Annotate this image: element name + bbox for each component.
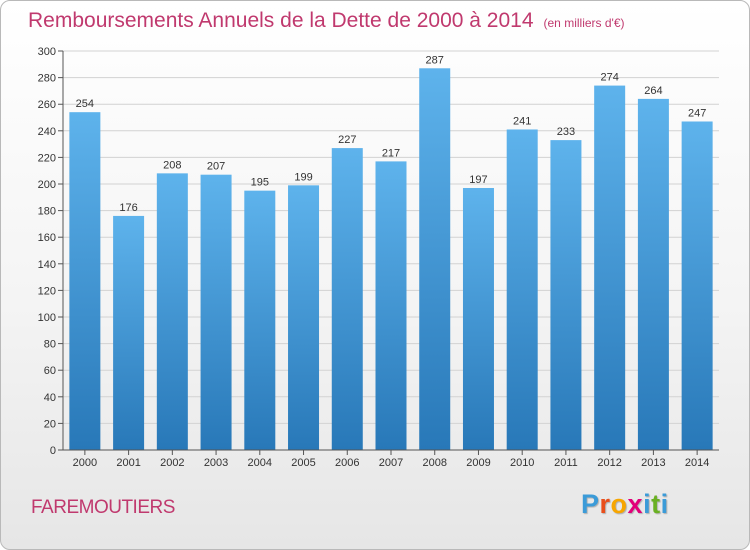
x-tick-label: 2009 bbox=[466, 457, 490, 469]
bar-value-label: 254 bbox=[76, 98, 94, 110]
x-tick-label: 2010 bbox=[510, 457, 534, 469]
bar-value-label: 233 bbox=[557, 126, 575, 138]
y-tick-label: 260 bbox=[38, 99, 56, 111]
y-tick-label: 120 bbox=[38, 285, 56, 297]
y-tick-label: 20 bbox=[44, 418, 56, 430]
bar bbox=[462, 187, 494, 451]
bar-value-label: 176 bbox=[119, 202, 137, 214]
bar bbox=[637, 98, 669, 450]
x-tick-label: 2001 bbox=[116, 457, 140, 469]
bar bbox=[594, 85, 626, 450]
x-tick-label: 2008 bbox=[422, 457, 446, 469]
x-tick-label: 2003 bbox=[204, 457, 228, 469]
bar bbox=[375, 161, 407, 450]
logo-letter: o bbox=[610, 489, 628, 519]
bar-value-label: 274 bbox=[600, 72, 618, 84]
logo-letter: i bbox=[643, 489, 652, 519]
y-tick-label: 280 bbox=[38, 73, 56, 85]
y-tick-label: 220 bbox=[38, 152, 56, 164]
logo-letter: t bbox=[651, 489, 661, 519]
y-tick-label: 180 bbox=[38, 206, 56, 218]
bar bbox=[244, 190, 276, 450]
bar bbox=[681, 121, 713, 451]
x-tick-label: 2007 bbox=[379, 457, 403, 469]
bar bbox=[506, 129, 538, 450]
x-tick-label: 2000 bbox=[73, 457, 97, 469]
chart-subtitle: (en milliers d'€) bbox=[543, 16, 625, 30]
y-axis-ticks: 0 20 40 60 80 100 120 140 160 180 200 220 240 260 280 3… bbox=[38, 46, 63, 457]
y-tick-label: 160 bbox=[38, 232, 56, 244]
bar bbox=[550, 140, 582, 451]
bar-value-label: 207 bbox=[207, 161, 225, 173]
bar-value-label: 247 bbox=[688, 107, 706, 119]
bars bbox=[69, 68, 713, 451]
bar-value-label: 217 bbox=[382, 147, 400, 159]
proxiti-logo[interactable]: Proxiti bbox=[581, 489, 669, 520]
x-axis-ticks: 2000 2001 2002 2003 2004 2005 2006 2007 2008 2009… bbox=[73, 450, 709, 469]
bar bbox=[331, 148, 363, 450]
logo-letter: P bbox=[581, 489, 600, 519]
y-tick-label: 100 bbox=[38, 312, 56, 324]
x-tick-label: 2013 bbox=[641, 457, 665, 469]
bar-value-label: 264 bbox=[644, 85, 662, 97]
bar bbox=[200, 174, 232, 450]
y-tick-label: 140 bbox=[38, 259, 56, 271]
y-tick-label: 240 bbox=[38, 126, 56, 138]
bar bbox=[156, 173, 188, 451]
bar bbox=[69, 112, 101, 451]
chart-title-text: Remboursements Annuels de la Dette de 20… bbox=[28, 9, 534, 32]
x-tick-label: 2014 bbox=[685, 457, 709, 469]
y-tick-label: 200 bbox=[38, 179, 56, 191]
value-labels: 254 176 208 207 195 199 227 217 287 197 241 233 274 2… bbox=[76, 54, 707, 214]
y-tick-label: 300 bbox=[38, 46, 56, 58]
logo-letter: r bbox=[599, 489, 611, 519]
bar-value-label: 195 bbox=[251, 177, 269, 189]
bar bbox=[288, 185, 320, 450]
place-name: FAREMOUTIERS bbox=[31, 497, 175, 518]
chart-title: Remboursements Annuels de la Dette de 20… bbox=[28, 9, 625, 33]
bar-value-label: 197 bbox=[469, 174, 487, 186]
bar-value-label: 199 bbox=[294, 171, 312, 183]
x-tick-label: 2011 bbox=[554, 457, 578, 469]
x-tick-label: 2004 bbox=[248, 457, 272, 469]
bar bbox=[419, 68, 451, 450]
x-tick-label: 2005 bbox=[291, 457, 315, 469]
bar-value-label: 208 bbox=[163, 159, 181, 171]
logo-letter: i bbox=[660, 489, 669, 519]
y-tick-label: 60 bbox=[44, 365, 56, 377]
bar bbox=[113, 215, 145, 450]
bar-value-label: 227 bbox=[338, 134, 356, 146]
x-tick-label: 2006 bbox=[335, 457, 359, 469]
y-tick-label: 40 bbox=[44, 392, 56, 404]
bar-value-label: 241 bbox=[513, 115, 531, 127]
x-tick-label: 2012 bbox=[597, 457, 621, 469]
y-tick-label: 0 bbox=[50, 445, 56, 457]
logo-letter: x bbox=[627, 489, 644, 519]
bar-value-label: 287 bbox=[426, 54, 444, 66]
x-tick-label: 2002 bbox=[160, 457, 184, 469]
y-tick-label: 80 bbox=[44, 339, 56, 351]
